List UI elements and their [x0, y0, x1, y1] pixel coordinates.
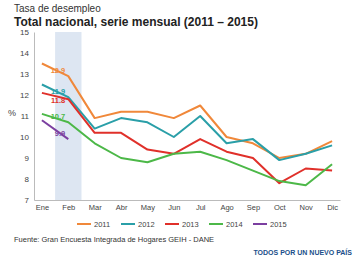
x-tick-label: Dic	[327, 203, 338, 212]
y-tick-label: 10	[20, 133, 29, 142]
series-line	[42, 120, 68, 139]
series-line	[42, 64, 332, 159]
legend-item: 2014	[209, 220, 243, 229]
x-tick: Ene	[36, 200, 49, 212]
chart: Tasa de desempleoTotal nacional, serie m…	[0, 0, 360, 260]
y-tick-label: 11	[21, 112, 30, 121]
logo-text: TODOS POR UN NUEVO PAÍS	[253, 248, 352, 256]
y-tick: 15	[20, 28, 34, 37]
series-line	[42, 114, 332, 185]
x-tick-label: Ene	[36, 203, 49, 212]
x-tick-label: May	[141, 203, 155, 212]
legend-swatch	[165, 223, 179, 225]
data-label: 12.9	[51, 66, 66, 75]
x-tick-label: Abr	[116, 203, 128, 212]
x-tick-label: Oct	[274, 203, 287, 212]
x-tick-label: Jun	[168, 203, 180, 212]
legend-item: 2013	[165, 220, 199, 229]
legend-label: 2014	[226, 220, 243, 229]
y-axis-title: %	[8, 108, 16, 118]
x-tick-label: Ago	[220, 203, 233, 212]
x-tick: Jun	[168, 200, 180, 212]
data-labels: 12.9 11.911.8 10.7 9.9	[51, 66, 66, 138]
subtitle: Total nacional, serie mensual (2011 – 20…	[14, 15, 258, 29]
x-tick: May	[141, 200, 155, 212]
y-tick-label: 8	[25, 175, 30, 184]
y-axis: 7 8 9 10 11 12 13 14 15	[20, 28, 34, 205]
x-tick: Sep	[247, 200, 260, 212]
y-tick: 11	[21, 112, 34, 121]
y-tick-label: 14	[20, 49, 29, 58]
x-axis-line	[35, 200, 341, 201]
legend-item: 2015	[253, 220, 287, 229]
x-tick: Feb	[62, 200, 75, 212]
title: Tasa de desempleo	[14, 3, 101, 14]
y-tick-label: 12	[20, 91, 29, 100]
x-tick: Mar	[89, 200, 102, 212]
data-label: 11.9	[51, 87, 65, 96]
legend-label: 2011	[94, 220, 110, 229]
y-tick: 9	[25, 154, 34, 163]
legend-label: 2013	[182, 220, 199, 229]
legend-swatch	[77, 223, 91, 225]
y-tick: 12	[20, 91, 34, 100]
legend-label: 2015	[270, 220, 287, 229]
legend-swatch	[121, 223, 135, 225]
x-tick: Jul	[196, 200, 206, 212]
source-note: Fuente: Gran Encuesta Integrada de Hogar…	[14, 235, 214, 244]
legend-item: 2011	[77, 220, 110, 229]
x-tick: Ago	[220, 200, 233, 212]
x-tick-label: Nov	[300, 203, 314, 212]
y-tick: 8	[25, 175, 34, 184]
x-tick-label: Feb	[62, 203, 75, 212]
legend-label: 2012	[138, 220, 155, 229]
legend-item: 2012	[121, 220, 155, 229]
legend-swatch	[253, 223, 267, 225]
y-tick: 10	[20, 133, 34, 142]
x-tick: Abr	[116, 200, 128, 212]
y-tick: 13	[20, 70, 34, 79]
y-tick: 14	[20, 49, 34, 58]
legend-swatch	[209, 223, 223, 225]
x-tick-label: Sep	[247, 203, 260, 212]
data-label: 11.8	[51, 96, 65, 105]
x-tick: Oct	[274, 200, 287, 212]
x-tick: Dic	[327, 200, 338, 212]
x-tick-label: Jul	[196, 203, 206, 212]
y-tick-label: 7	[25, 196, 30, 205]
y-tick-label: 9	[25, 154, 30, 163]
y-tick-label: 13	[20, 70, 29, 79]
plot: 7 8 9 10 11 12 13 14 15% Ene Feb Mar Abr May Jun Jul Ago…	[8, 28, 341, 212]
x-tick: Nov	[300, 200, 314, 212]
data-label: 9.9	[55, 129, 65, 138]
legend: 2011 2012 2013 2014 2015	[77, 220, 287, 229]
x-axis: Ene Feb Mar Abr May Jun Jul Ago Sep Oct Nov Dic	[35, 200, 341, 212]
y-tick-label: 15	[20, 28, 29, 37]
series-group	[42, 64, 332, 186]
series-line	[42, 93, 332, 183]
data-label: 10.7	[51, 112, 66, 121]
y-tick: 7	[25, 196, 34, 205]
x-tick-label: Mar	[89, 203, 102, 212]
y-axis-line	[34, 33, 35, 201]
